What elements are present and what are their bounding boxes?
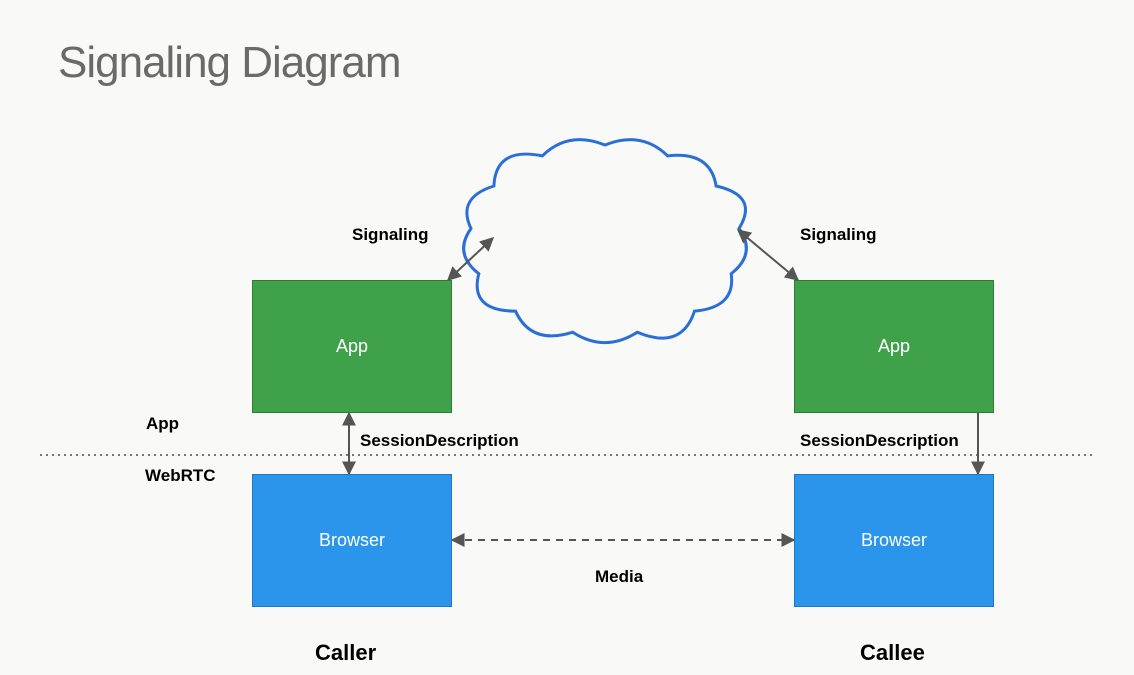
label-signaling-left: Signaling bbox=[352, 225, 429, 245]
node-app-caller-label: App bbox=[336, 336, 368, 357]
edge-signaling-left bbox=[448, 238, 493, 280]
label-layer-app: App bbox=[146, 414, 179, 434]
cloud-icon bbox=[464, 140, 747, 343]
label-layer-webrtc: WebRTC bbox=[145, 466, 216, 486]
node-app-caller: App bbox=[252, 280, 452, 413]
node-browser-callee: Browser bbox=[794, 474, 994, 607]
node-app-callee-label: App bbox=[878, 336, 910, 357]
node-browser-callee-label: Browser bbox=[861, 530, 927, 551]
label-signaling-right: Signaling bbox=[800, 225, 877, 245]
node-browser-caller-label: Browser bbox=[319, 530, 385, 551]
label-session-right: SessionDescription bbox=[800, 431, 959, 451]
node-browser-caller: Browser bbox=[252, 474, 452, 607]
label-media: Media bbox=[595, 567, 643, 587]
node-app-callee: App bbox=[794, 280, 994, 413]
label-callee: Callee bbox=[860, 640, 925, 666]
label-session-left: SessionDescription bbox=[360, 431, 519, 451]
label-caller: Caller bbox=[315, 640, 376, 666]
